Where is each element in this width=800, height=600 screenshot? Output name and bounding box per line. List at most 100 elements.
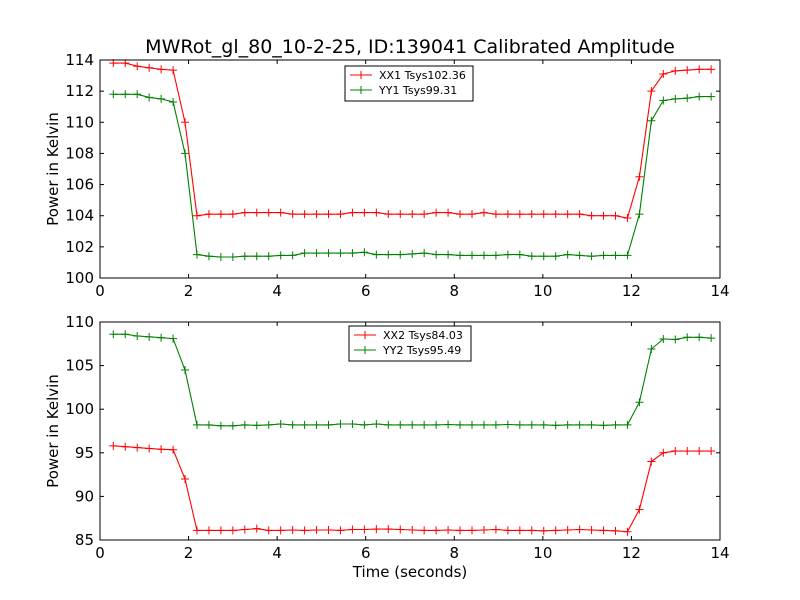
- data-point: [515, 210, 524, 219]
- data-point: [503, 250, 512, 259]
- data-point: [157, 333, 166, 342]
- data-point: [228, 210, 237, 219]
- data-point: [133, 443, 142, 452]
- data-point: [515, 420, 524, 429]
- chart-title: MWRot_gl_80_10-2-25, ID:139041 Calibrate…: [145, 36, 675, 58]
- data-point: [384, 210, 393, 219]
- data-point: [479, 525, 488, 534]
- y-tick-label: 114: [65, 51, 94, 69]
- x-tick-label: 4: [272, 282, 282, 300]
- data-point: [420, 249, 429, 258]
- data-point: [109, 90, 118, 99]
- data-point: [348, 249, 357, 258]
- data-point: [456, 251, 465, 260]
- data-point: [181, 149, 190, 158]
- data-point: [408, 525, 417, 534]
- data-point: [432, 526, 441, 535]
- data-point: [384, 250, 393, 259]
- data-point: [276, 208, 285, 217]
- data-point: [408, 420, 417, 429]
- data-point: [479, 251, 488, 260]
- data-point: [121, 330, 130, 339]
- x-tick-label: 10: [533, 544, 552, 562]
- y-tick-label: 106: [65, 176, 94, 194]
- data-point: [563, 420, 572, 429]
- data-point: [109, 441, 118, 450]
- data-point: [647, 116, 656, 125]
- y-tick-label: 108: [65, 144, 94, 162]
- data-point: [288, 210, 297, 219]
- data-point: [647, 345, 656, 354]
- data-point: [623, 251, 632, 260]
- data-point: [312, 249, 321, 258]
- data-point: [169, 445, 178, 454]
- data-point: [444, 208, 453, 217]
- data-point: [396, 420, 405, 429]
- data-point: [264, 420, 273, 429]
- data-point: [599, 251, 608, 260]
- data-point: [444, 525, 453, 534]
- y-tick-label: 105: [65, 357, 94, 375]
- data-point: [192, 250, 201, 259]
- data-point: [216, 526, 225, 535]
- legend-marker: [357, 71, 365, 79]
- x-tick-label: 10: [533, 282, 552, 300]
- data-point: [145, 332, 154, 341]
- y-tick-label: 102: [65, 238, 94, 256]
- data-point: [169, 334, 178, 343]
- data-point: [671, 66, 680, 75]
- x-tick-label: 14: [710, 282, 729, 300]
- data-point: [683, 333, 692, 342]
- data-point: [659, 335, 668, 344]
- x-tick-label: 0: [95, 544, 105, 562]
- data-point: [384, 420, 393, 429]
- data-point: [587, 252, 596, 261]
- data-point: [683, 94, 692, 103]
- data-point: [587, 420, 596, 429]
- legend-marker: [361, 346, 369, 354]
- data-point: [575, 525, 584, 534]
- y-tick-label: 110: [65, 313, 94, 331]
- data-point: [695, 447, 704, 456]
- y-tick-label: 112: [65, 82, 94, 100]
- y-tick-label: 95: [75, 444, 94, 462]
- legend-marker: [357, 86, 365, 94]
- data-point: [276, 420, 285, 429]
- data-point: [300, 420, 309, 429]
- legend-marker: [361, 331, 369, 339]
- data-point: [300, 249, 309, 258]
- data-point: [228, 421, 237, 430]
- data-point: [647, 457, 656, 466]
- y-tick-label: 110: [65, 113, 94, 131]
- data-point: [551, 421, 560, 430]
- data-point: [695, 65, 704, 74]
- data-point: [635, 210, 644, 219]
- data-point: [252, 421, 261, 430]
- data-point: [707, 447, 716, 456]
- data-point: [240, 525, 249, 534]
- data-point: [252, 524, 261, 533]
- data-point: [575, 420, 584, 429]
- data-point: [312, 525, 321, 534]
- data-point: [623, 527, 632, 536]
- data-point: [671, 94, 680, 103]
- data-point: [539, 420, 548, 429]
- data-point: [204, 526, 213, 535]
- data-point: [181, 365, 190, 374]
- legend-label: XX2 Tsys84.03: [383, 329, 463, 342]
- data-point: [420, 526, 429, 535]
- data-point: [372, 250, 381, 259]
- legend: XX1 Tsys102.36 YY1 Tsys99.31: [344, 65, 474, 102]
- data-point: [611, 420, 620, 429]
- data-point: [671, 335, 680, 344]
- data-point: [360, 420, 369, 429]
- data-point: [336, 526, 345, 535]
- data-point: [491, 210, 500, 219]
- data-point: [133, 90, 142, 99]
- data-point: [635, 398, 644, 407]
- y-tick-label: 100: [65, 400, 94, 418]
- data-point: [240, 208, 249, 217]
- data-point: [468, 526, 476, 535]
- data-point: [432, 250, 441, 259]
